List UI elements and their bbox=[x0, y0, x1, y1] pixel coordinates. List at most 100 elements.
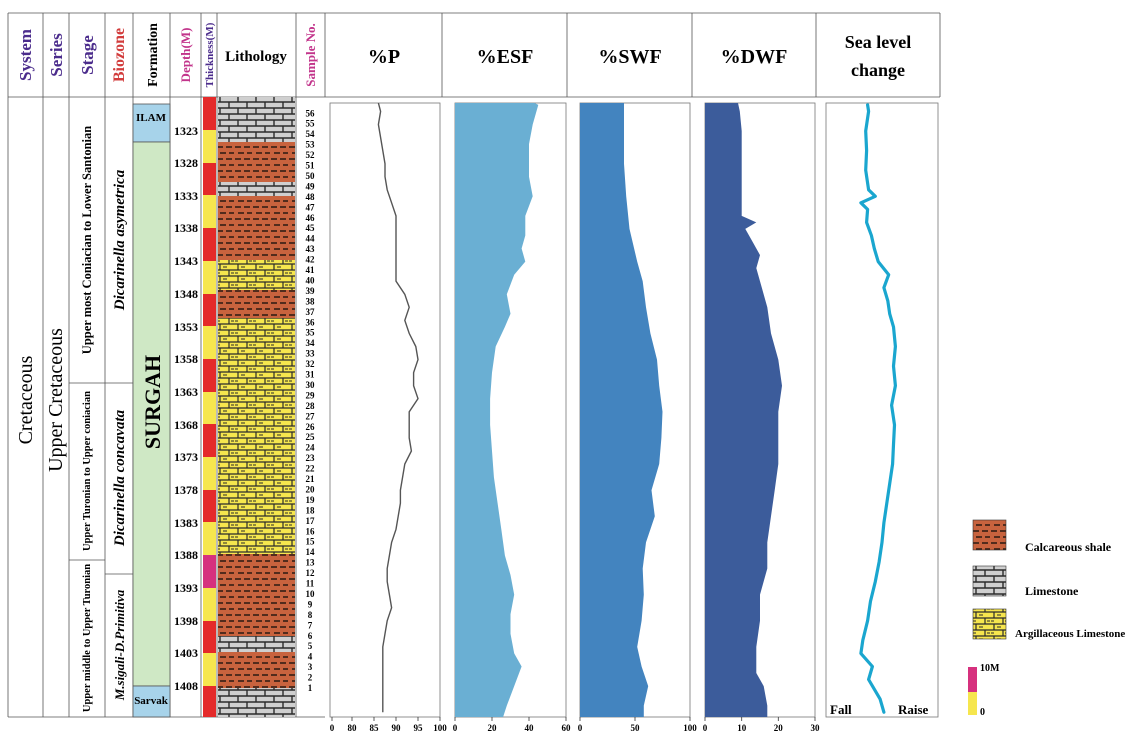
p-panel bbox=[329, 102, 441, 718]
header-lithology: Lithology bbox=[225, 49, 287, 65]
plots bbox=[377, 102, 897, 717]
sample-number: 18 bbox=[306, 505, 316, 515]
lithology-limestone bbox=[218, 97, 295, 142]
header-series: Series bbox=[47, 33, 66, 77]
sample-number: 6 bbox=[308, 631, 313, 641]
sample-number: 28 bbox=[306, 401, 316, 411]
p-series-line bbox=[377, 102, 419, 713]
axis-tick-label: 50 bbox=[631, 723, 641, 733]
legend-scale-bottom bbox=[968, 692, 977, 715]
biozone-column bbox=[105, 382, 133, 575]
axis-tick-label: 20 bbox=[774, 723, 784, 733]
header-thickness: Thickness(M) bbox=[204, 22, 216, 87]
sea-fall-label: Fall bbox=[830, 702, 852, 717]
esf-series-area bbox=[455, 103, 539, 717]
sample-number: 54 bbox=[306, 129, 316, 139]
sample-number: 40 bbox=[306, 276, 316, 286]
lithology-calcareous-shale bbox=[218, 196, 295, 260]
sample-number: 23 bbox=[306, 453, 316, 463]
depth-label: 1398 bbox=[174, 614, 198, 628]
axis-tick-label: 30 bbox=[811, 723, 821, 733]
depth-label: 1388 bbox=[174, 548, 198, 562]
sample-number: 14 bbox=[306, 547, 316, 557]
axis-tick-label: 90 bbox=[392, 723, 402, 733]
sample-number: 33 bbox=[306, 349, 316, 359]
sample-number: 13 bbox=[306, 558, 316, 568]
sample-number: 46 bbox=[306, 213, 316, 223]
sea-level-curve bbox=[859, 103, 897, 714]
sample-number: 22 bbox=[306, 464, 316, 474]
sample-number: 3 bbox=[308, 662, 313, 672]
sample-number: 38 bbox=[306, 296, 316, 306]
biozone-3: M.sigali-D.Primitiva bbox=[112, 589, 127, 701]
header-esf: %ESF bbox=[477, 46, 534, 68]
sample-number: 48 bbox=[306, 192, 316, 202]
sea-panel bbox=[825, 102, 939, 718]
axis-tick-label: 0 bbox=[578, 723, 583, 733]
lithology-calcareous-shale bbox=[218, 554, 295, 636]
depth-label: 1368 bbox=[174, 418, 198, 432]
axes: 0 80 85 90 95 100 0 20 40 60 0 50 100 0 10 20 30 bbox=[330, 717, 820, 733]
header-dwf: %DWF bbox=[721, 46, 788, 68]
axis-tick-label: 40 bbox=[525, 723, 535, 733]
axis-tick-label: 95 bbox=[414, 723, 424, 733]
depth-label: 1358 bbox=[174, 352, 198, 366]
header-biozone: Biozone bbox=[111, 28, 128, 82]
sample-number: 9 bbox=[308, 599, 313, 609]
sample-number: 10 bbox=[306, 589, 316, 599]
axis-tick-label: 85 bbox=[370, 723, 380, 733]
depth-label: 1383 bbox=[174, 516, 198, 530]
axis-tick-label: 100 bbox=[433, 723, 447, 733]
sample-number: 50 bbox=[306, 171, 316, 181]
swf-series-area bbox=[580, 103, 663, 717]
dwf-series-area bbox=[705, 103, 782, 717]
lithology-column bbox=[218, 97, 295, 717]
axis-tick-label: 60 bbox=[562, 723, 572, 733]
sea-raise-label: Raise bbox=[898, 702, 929, 717]
depth-label: 1378 bbox=[174, 483, 198, 497]
sample-number: 53 bbox=[306, 140, 316, 150]
legend-scale-bottom-label: 0 bbox=[980, 707, 985, 718]
depth-label: 1328 bbox=[174, 156, 198, 170]
lithology-limestone bbox=[218, 636, 295, 652]
sample-number: 41 bbox=[306, 265, 316, 275]
sample-number: 26 bbox=[306, 422, 316, 432]
formation-column bbox=[132, 103, 171, 718]
sample-number: 43 bbox=[306, 244, 316, 254]
header-stage: Stage bbox=[78, 35, 97, 75]
sample-number: 15 bbox=[306, 537, 316, 547]
sample-number: 4 bbox=[308, 652, 313, 662]
legend-label-calcareous-shale: Calcareous shale bbox=[1025, 540, 1112, 554]
sample-number: 49 bbox=[306, 181, 316, 191]
depth-label: 1343 bbox=[174, 254, 198, 268]
formation-surgah: SURGAH bbox=[140, 355, 165, 449]
depth-label: 1338 bbox=[174, 221, 198, 235]
legend-scale-top-label: 10M bbox=[980, 663, 1000, 674]
stage-column bbox=[69, 382, 105, 561]
header-formation: Formation bbox=[146, 23, 161, 87]
lithology-argillaceous-limestone bbox=[218, 260, 295, 290]
sample-number: 29 bbox=[306, 390, 316, 400]
sample-number: 11 bbox=[306, 579, 315, 589]
sample-number: 5 bbox=[308, 641, 313, 651]
sample-number: 19 bbox=[306, 495, 316, 505]
legend-swatch-calcareous-shale bbox=[972, 519, 1007, 551]
sample-number: 32 bbox=[306, 359, 316, 369]
lithology-calcareous-shale bbox=[218, 290, 295, 318]
sample-number: 55 bbox=[306, 119, 316, 129]
header-sea-1: Sea level bbox=[845, 32, 911, 52]
header-system: System bbox=[16, 29, 35, 81]
sample-number: 27 bbox=[306, 411, 316, 421]
sample-number: 31 bbox=[306, 370, 316, 380]
axis-tick-label: 100 bbox=[683, 723, 697, 733]
sample-number: 8 bbox=[308, 610, 313, 620]
sample-number: 20 bbox=[306, 485, 316, 495]
header-sea-2: change bbox=[851, 60, 905, 80]
lithology-calcareous-shale bbox=[218, 142, 295, 182]
sample-number: 37 bbox=[306, 307, 316, 317]
axis-tick-label: 10 bbox=[737, 723, 747, 733]
axis-tick-label: 0 bbox=[330, 723, 335, 733]
sample-labels: 1234567891011121314151617181920212223242… bbox=[306, 108, 316, 693]
sample-number: 52 bbox=[306, 150, 316, 160]
header-p: %P bbox=[368, 46, 400, 68]
